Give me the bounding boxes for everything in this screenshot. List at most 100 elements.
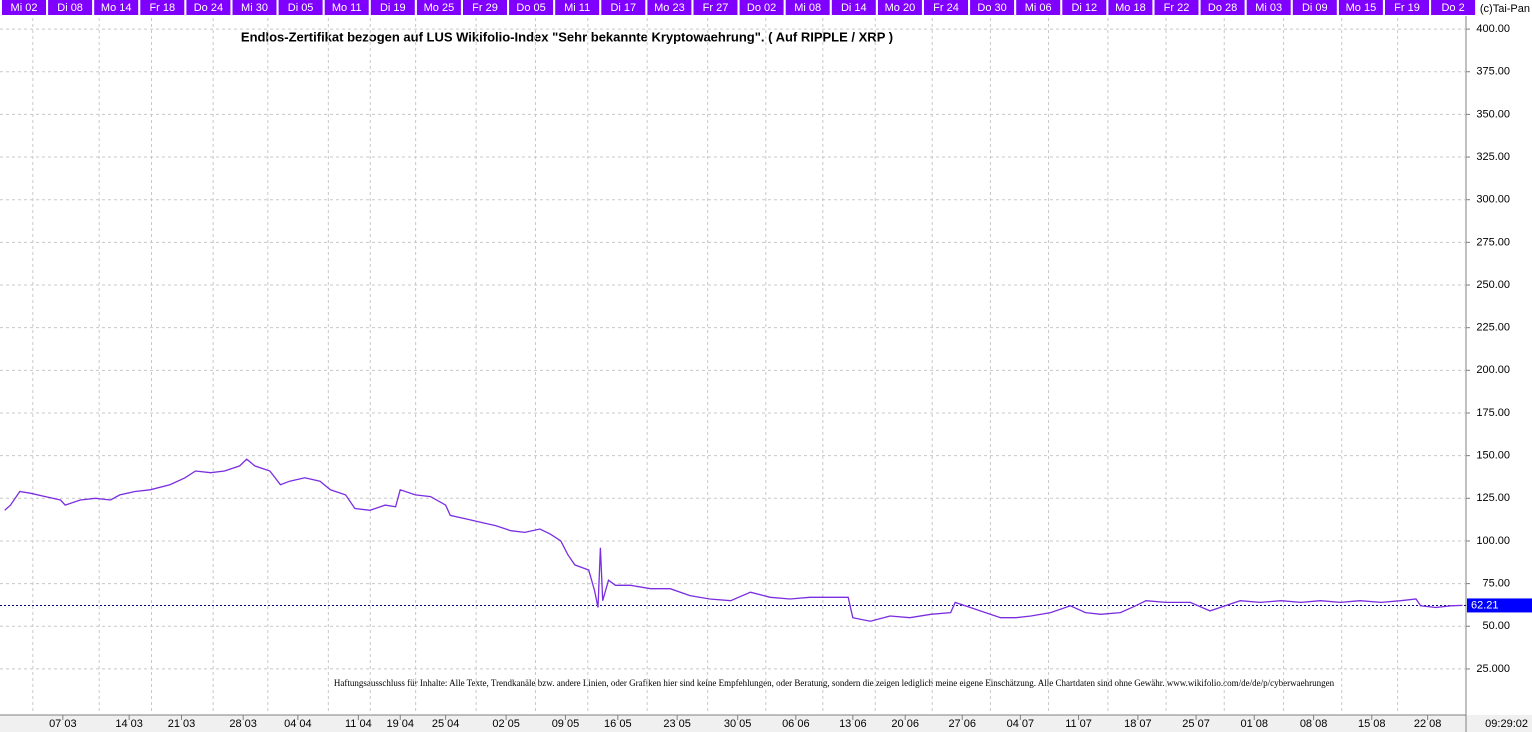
top-label-box <box>140 0 185 15</box>
top-label: Fr 24 <box>933 2 959 14</box>
top-label-box <box>1062 0 1107 15</box>
top-label-box <box>877 0 922 15</box>
top-label-box <box>186 0 231 15</box>
top-label-box <box>1200 0 1245 15</box>
x-tick-label: 22 08 <box>1414 718 1442 730</box>
top-label-box <box>2 0 46 15</box>
top-label-box <box>785 0 830 15</box>
top-label: Fr 18 <box>149 2 175 14</box>
top-label-box <box>924 0 968 15</box>
x-tick-label: 08 08 <box>1300 718 1328 730</box>
top-label: Fr 19 <box>1394 2 1420 14</box>
top-label-box <box>1292 0 1337 15</box>
top-label-box <box>647 0 692 15</box>
top-label: Mo 18 <box>1115 2 1146 14</box>
time-label: 09:29:02 <box>1485 718 1528 730</box>
top-label: Di 08 <box>57 2 83 14</box>
x-tick-label: 04 04 <box>284 718 312 730</box>
x-tick-label: 07 03 <box>49 718 77 730</box>
x-tick-label: 02 05 <box>492 718 520 730</box>
top-label-box <box>370 0 415 15</box>
x-tick-label: 16 05 <box>604 718 632 730</box>
top-label-box <box>831 0 876 15</box>
top-label-box <box>601 0 646 15</box>
series-line <box>4 458 1463 622</box>
y-tick-label: 325.00 <box>1476 151 1510 163</box>
x-tick-label: 25 04 <box>432 718 460 730</box>
x-tick-label: 18 07 <box>1124 718 1152 730</box>
top-label: Mo 25 <box>424 2 455 14</box>
top-label: Mi 11 <box>564 2 590 14</box>
top-label-box <box>1246 0 1291 15</box>
x-axis-band <box>0 715 1532 732</box>
top-label: Do 02 <box>747 2 776 14</box>
y-tick-label: 350.00 <box>1476 108 1510 120</box>
top-label-box <box>1431 0 1476 15</box>
copyright: (c)Tai-Pan <box>1480 3 1530 15</box>
chart-title: Endlos-Zertifikat bezogen auf LUS Wikifo… <box>241 29 893 44</box>
top-label: Mo 14 <box>101 2 132 14</box>
top-label-box <box>1016 0 1061 15</box>
top-label-box <box>1154 0 1199 15</box>
x-tick-label: 14 03 <box>115 718 143 730</box>
top-label-box <box>463 0 507 15</box>
top-label: Fr 22 <box>1164 2 1190 14</box>
y-tick-label: 75.00 <box>1482 578 1510 590</box>
top-label-box <box>416 0 461 15</box>
top-label-box <box>739 0 784 15</box>
top-label: Di 12 <box>1071 2 1097 14</box>
top-label-box <box>1108 0 1153 15</box>
disclaimer: Haftungsausschluss für Inhalte: Alle Tex… <box>334 678 1335 688</box>
x-tick-label: 04 07 <box>1007 718 1035 730</box>
top-label: Mi 02 <box>11 2 38 14</box>
y-tick-label: 375.00 <box>1476 66 1510 78</box>
x-tick-label: 27 06 <box>948 718 976 730</box>
top-label-box <box>94 0 139 15</box>
x-tick-label: 23 05 <box>663 718 691 730</box>
top-label: Mo 11 <box>332 2 362 14</box>
x-tick-label: 13 06 <box>839 718 867 730</box>
top-label: Do 24 <box>194 2 223 14</box>
top-label: Do 30 <box>977 2 1006 14</box>
top-label: Fr 29 <box>472 2 498 14</box>
top-label-box <box>970 0 1015 15</box>
top-label: Mi 08 <box>794 2 821 14</box>
top-label: Mo 20 <box>885 2 916 14</box>
y-tick-label: 150.00 <box>1476 450 1510 462</box>
x-tick-label: 25 07 <box>1182 718 1210 730</box>
y-tick-label: 200.00 <box>1476 364 1510 376</box>
top-label-box <box>232 0 277 15</box>
y-tick-label: 225.00 <box>1476 322 1510 334</box>
top-label: Di 17 <box>610 2 636 14</box>
x-tick-label: 11 07 <box>1065 718 1092 730</box>
top-label-box <box>1385 0 1429 15</box>
top-label: Do 05 <box>516 2 545 14</box>
top-label-box <box>1338 0 1383 15</box>
top-label: Mo 23 <box>654 2 685 14</box>
x-tick-label: 20 06 <box>891 718 919 730</box>
top-label: Fr 27 <box>703 2 729 14</box>
top-label: Mo 15 <box>1346 2 1377 14</box>
y-tick-label: 400.00 <box>1476 23 1510 35</box>
x-tick-label: 01 08 <box>1240 718 1268 730</box>
y-tick-label: 100.00 <box>1476 535 1510 547</box>
y-tick-label: 300.00 <box>1476 194 1510 206</box>
x-tick-label: 28 03 <box>229 718 257 730</box>
x-tick-label: 15 08 <box>1358 718 1386 730</box>
top-label: Di 14 <box>841 2 867 14</box>
top-label: Do 28 <box>1208 2 1237 14</box>
top-label: Do 2 <box>1441 2 1464 14</box>
top-label-box <box>278 0 323 15</box>
x-tick-label: 09 05 <box>552 718 580 730</box>
y-tick-label: 50.00 <box>1482 620 1510 632</box>
x-tick-label: 30 05 <box>724 718 752 730</box>
top-label: Mi 30 <box>241 2 268 14</box>
last-value-badge <box>1467 598 1532 613</box>
top-label-box <box>48 0 93 15</box>
top-label: Di 19 <box>380 2 406 14</box>
x-tick-label: 11 04 <box>345 718 372 730</box>
last-value-label: 62.21 <box>1471 599 1499 611</box>
top-label-box <box>509 0 554 15</box>
top-label-box <box>555 0 600 15</box>
